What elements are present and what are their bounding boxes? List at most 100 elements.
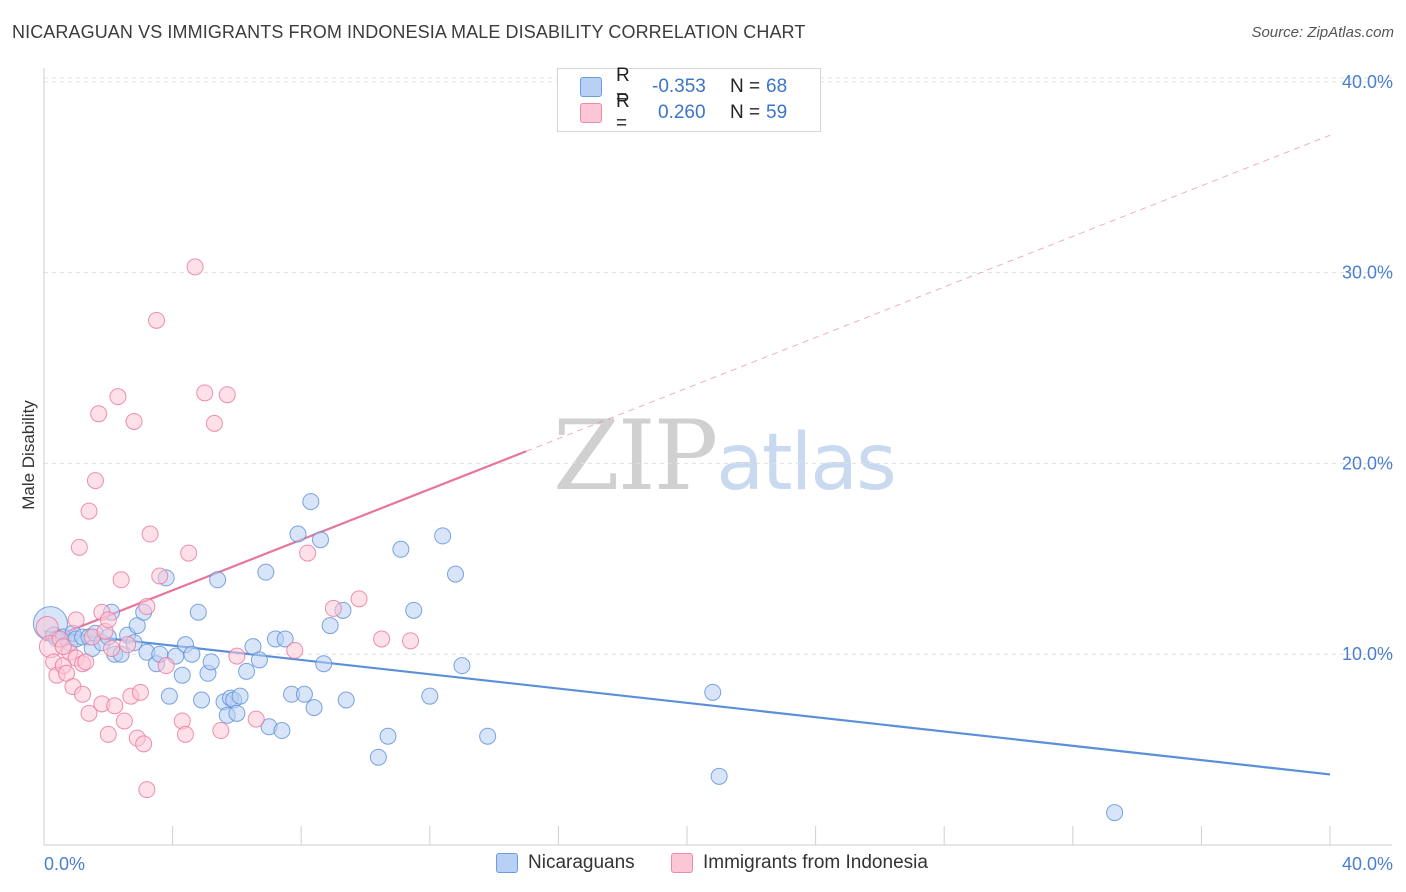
- point-indonesia: [138, 781, 156, 799]
- y-tick-label: 30.0%: [1342, 263, 1393, 283]
- point-nicaraguans: [302, 493, 320, 511]
- point-indonesia: [138, 598, 156, 616]
- point-indonesia: [141, 525, 159, 543]
- trend-line-extension: [526, 134, 1331, 452]
- y-axis-title: Male Disability: [19, 400, 38, 510]
- source-credit: Source: ZipAtlas.com: [1251, 24, 1394, 41]
- point-nicaraguans: [453, 657, 471, 675]
- series-legend: Nicaraguans Immigrants from Indonesia: [0, 852, 1406, 876]
- watermark: ZIPatlas: [553, 400, 897, 512]
- gridlines: [44, 77, 1392, 655]
- trend-lines: [43, 134, 1331, 776]
- point-nicaraguans: [238, 662, 256, 680]
- point-indonesia: [151, 567, 169, 585]
- point-indonesia: [99, 611, 117, 629]
- point-indonesia: [196, 384, 214, 402]
- series-swatch-pink: [671, 853, 693, 873]
- point-indonesia: [67, 611, 85, 629]
- point-indonesia: [77, 653, 95, 671]
- point-nicaraguans: [289, 525, 307, 543]
- point-indonesia: [54, 638, 72, 656]
- point-indonesia: [112, 571, 130, 589]
- point-indonesia: [350, 590, 368, 608]
- point-indonesia: [80, 502, 98, 520]
- point-indonesia: [99, 725, 117, 743]
- point-indonesia: [186, 258, 204, 276]
- y-tick-label: 20.0%: [1342, 453, 1393, 473]
- point-indonesia: [148, 311, 166, 329]
- point-nicaraguans: [369, 748, 387, 766]
- legend-r-label: R =: [616, 65, 630, 108]
- point-indonesia: [86, 472, 104, 490]
- point-indonesia: [218, 386, 236, 404]
- point-nicaraguans: [160, 687, 178, 705]
- axis-labels: 10.0% 20.0% 30.0% 40.0% 0.0% 40.0% Male Disabi…: [19, 72, 1393, 874]
- point-nicaraguans: [434, 527, 452, 545]
- point-indonesia: [90, 405, 108, 423]
- data-points: [32, 258, 1124, 822]
- point-nicaraguans: [250, 651, 268, 669]
- series-legend-label: Immigrants from Indonesia: [703, 852, 928, 873]
- point-nicaraguans: [315, 655, 333, 673]
- point-nicaraguans: [1106, 804, 1124, 822]
- point-nicaraguans: [202, 653, 220, 671]
- point-nicaraguans: [704, 683, 722, 701]
- point-indonesia: [373, 630, 391, 648]
- series-legend-indonesia: Immigrants from Indonesia: [671, 852, 928, 874]
- axes: [43, 68, 1392, 846]
- legend-n-label: N =: [730, 102, 761, 123]
- point-indonesia: [115, 712, 133, 730]
- x-tick-label-min: 0.0%: [44, 854, 85, 874]
- point-indonesia: [299, 544, 317, 562]
- point-nicaraguans: [447, 565, 465, 583]
- legend-swatch-blue: [580, 77, 602, 97]
- point-nicaraguans: [189, 603, 207, 621]
- watermark-zip: ZIP: [553, 400, 718, 512]
- point-indonesia: [80, 704, 98, 722]
- legend-r-value: -0.353: [652, 76, 706, 97]
- point-indonesia: [131, 683, 149, 701]
- point-nicaraguans: [421, 687, 439, 705]
- series-swatch-blue: [496, 853, 518, 873]
- point-nicaraguans: [273, 722, 291, 740]
- point-indonesia: [135, 735, 153, 753]
- point-indonesia: [247, 710, 265, 728]
- point-nicaraguans: [392, 540, 410, 558]
- point-nicaraguans: [305, 699, 323, 717]
- point-indonesia: [70, 538, 88, 556]
- point-indonesia: [286, 641, 304, 659]
- series-legend-nicaraguans: Nicaraguans: [496, 852, 635, 874]
- point-indonesia: [176, 725, 194, 743]
- point-indonesia: [119, 636, 137, 654]
- point-indonesia: [402, 632, 420, 650]
- series-legend-label: Nicaraguans: [528, 852, 635, 873]
- point-nicaraguans: [209, 571, 227, 589]
- point-indonesia: [106, 697, 124, 715]
- legend-n-label: N =: [730, 76, 761, 97]
- chart-title: NICARAGUAN VS IMMIGRANTS FROM INDONESIA …: [12, 22, 806, 42]
- x-tick-label-max: 40.0%: [1342, 854, 1393, 874]
- point-nicaraguans: [257, 563, 275, 581]
- legend-n-value: 59: [766, 102, 788, 123]
- point-nicaraguans: [321, 617, 339, 635]
- point-nicaraguans: [295, 685, 313, 703]
- point-nicaraguans: [173, 666, 191, 684]
- point-indonesia: [157, 657, 175, 675]
- point-nicaraguans: [276, 630, 294, 648]
- correlation-legend: R = -0.353 N = 68 R = 0.260 N = 59: [557, 65, 821, 134]
- point-indonesia: [74, 685, 92, 703]
- point-nicaraguans: [231, 687, 249, 705]
- point-nicaraguans: [379, 727, 397, 745]
- legend-r-label: R =: [616, 91, 630, 134]
- y-tick-label: 10.0%: [1342, 644, 1393, 664]
- point-nicaraguans: [479, 727, 497, 745]
- legend-swatch-pink: [580, 103, 602, 123]
- point-nicaraguans: [183, 645, 201, 663]
- point-nicaraguans: [710, 767, 728, 785]
- trend-line-indonesia: [43, 450, 527, 642]
- legend-row-indonesia: R = 0.260 N = 59: [580, 91, 788, 134]
- point-nicaraguans: [337, 691, 355, 709]
- point-indonesia: [103, 639, 121, 657]
- point-nicaraguans: [228, 704, 246, 722]
